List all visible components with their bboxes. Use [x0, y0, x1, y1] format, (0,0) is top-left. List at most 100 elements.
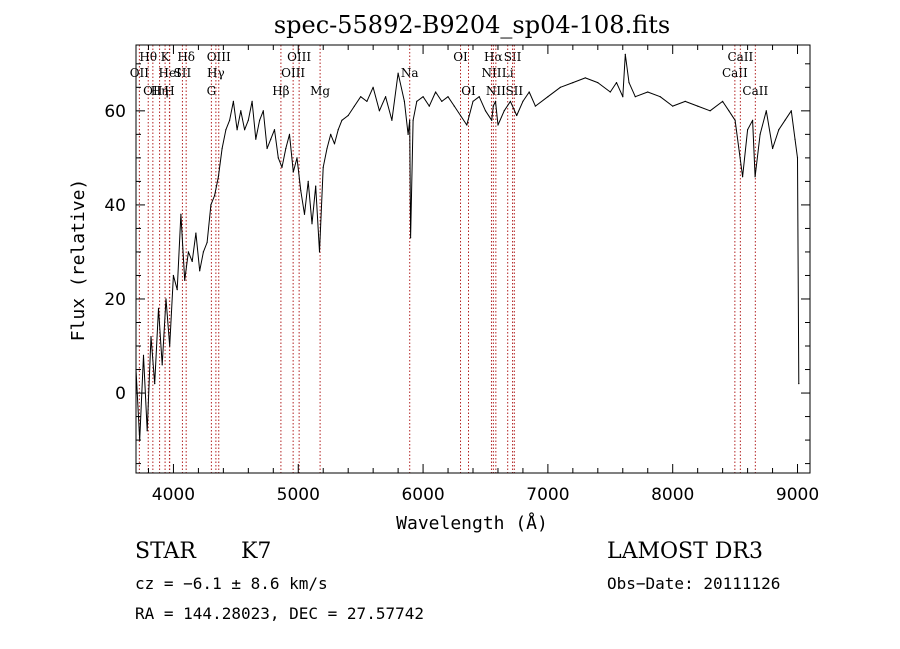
line-label-22: Li [502, 66, 514, 80]
spectrum-point [206, 241, 208, 244]
spectrum-point [210, 204, 212, 206]
spectrum-point [154, 383, 156, 385]
spectrum-point [739, 157, 741, 159]
spectrum-point [318, 251, 321, 253]
line-label-3: Hη [151, 84, 169, 98]
spectrum-point [784, 119, 786, 121]
spectrum-point [559, 86, 562, 88]
obs-date: Obs−Date: 20111126 [607, 574, 781, 593]
y-tick-label: 20 [104, 290, 126, 310]
spectrum-point [176, 289, 178, 291]
line-label-19: NII [481, 66, 501, 80]
spectrum-point [742, 176, 744, 178]
spectrum-point [659, 96, 661, 98]
spectrum-point [353, 105, 355, 107]
spectrum-point [337, 129, 339, 131]
spectrum-point [754, 176, 756, 178]
spectrum-point [236, 129, 238, 131]
spectrum-point [790, 110, 792, 112]
spectrum-point [172, 274, 174, 277]
spectrum-point [734, 119, 736, 121]
spectrum-point [478, 96, 480, 98]
spectrum-point [146, 430, 148, 432]
spectrum-point [472, 100, 474, 102]
line-label-1: Hθ [139, 50, 157, 64]
object-subclass: K7 [241, 539, 272, 564]
y-axis-ticks: 0 20 40 60 [104, 63, 810, 465]
spectrum-point [492, 105, 494, 107]
line-label-0: OII [130, 66, 150, 80]
line-label-13: OIII [281, 66, 305, 80]
spectrum-point [409, 119, 411, 121]
spectrum-point [347, 114, 349, 117]
line-label-18: OI [461, 84, 476, 98]
plot-frame [135, 44, 811, 474]
spectrum-point [180, 213, 182, 215]
spectrum-point [184, 279, 186, 281]
spectrum-point [247, 119, 249, 121]
spectrum-point [615, 82, 618, 84]
spectrum-point [752, 119, 754, 121]
spectrum-point [672, 105, 674, 107]
spectrum-point [372, 86, 374, 88]
spectrum-point [422, 96, 424, 98]
spectrum-point [195, 232, 197, 234]
spectrum-line [135, 53, 800, 441]
spectrum-point [217, 176, 219, 178]
spectrum-point [150, 336, 152, 338]
spectrum-point [303, 213, 306, 215]
spectrum-point [273, 129, 276, 131]
spectrum-point [484, 110, 487, 112]
spectrum-point [391, 119, 393, 121]
redshift-text: cz = −6.1 ± 8.6 km/s [135, 574, 328, 593]
y-tick-label: 60 [104, 102, 126, 122]
spectrum-point [747, 129, 749, 131]
x-axis-ticks: 4000 5000 6000 7000 8000 9000 [147, 45, 819, 505]
spectrum-point [794, 138, 796, 140]
x-tick-label: 8000 [651, 485, 694, 505]
spectrum-point [281, 166, 283, 168]
spectrum-point [229, 119, 231, 121]
spectrum-point [622, 96, 624, 98]
spectrum-point [326, 147, 328, 150]
spectrum-point [270, 138, 272, 140]
spectrum-point [453, 105, 455, 107]
spectrum-point [255, 138, 257, 140]
spectrum-point [266, 147, 268, 150]
spectrum-point [322, 166, 324, 168]
spectrum-point [647, 91, 649, 93]
spectrum-point [165, 298, 167, 300]
spectrum-point [497, 124, 499, 126]
spectrum-point [509, 100, 511, 102]
spectrum-point [240, 110, 242, 112]
spectrum-point [522, 100, 524, 102]
survey-name: LAMOST DR3 [607, 539, 763, 564]
spectrum-point [547, 96, 549, 98]
line-label-11: OIII [207, 50, 231, 64]
spectrum-point [360, 96, 362, 98]
spectrum-point [296, 157, 298, 159]
spectrum-point [285, 147, 287, 150]
spectrum-point [407, 133, 409, 135]
spectrum-point [307, 180, 309, 182]
spectrum-point [199, 270, 201, 272]
spectrum-point [528, 91, 530, 93]
spectrum-point [315, 185, 317, 187]
x-tick-label: 5000 [277, 485, 320, 505]
line-label-6: H [164, 84, 174, 98]
spectrum-point [187, 251, 189, 253]
spectrum-point [778, 129, 780, 131]
line-label-10: Hγ [207, 66, 225, 80]
spectrum-point [410, 237, 412, 239]
spectrum-point [232, 100, 234, 102]
spectrum-point [796, 157, 799, 159]
line-label-17: OI [453, 50, 468, 64]
line-label-8: Hδ [177, 50, 195, 64]
spectrum-point [202, 251, 204, 253]
spectrum-point [259, 119, 261, 121]
spectrum-point [697, 105, 699, 107]
spectrum-point [333, 143, 336, 145]
line-label-26: CaII [727, 50, 753, 64]
spectrum-point [435, 91, 437, 93]
spectrum-point [447, 96, 449, 98]
